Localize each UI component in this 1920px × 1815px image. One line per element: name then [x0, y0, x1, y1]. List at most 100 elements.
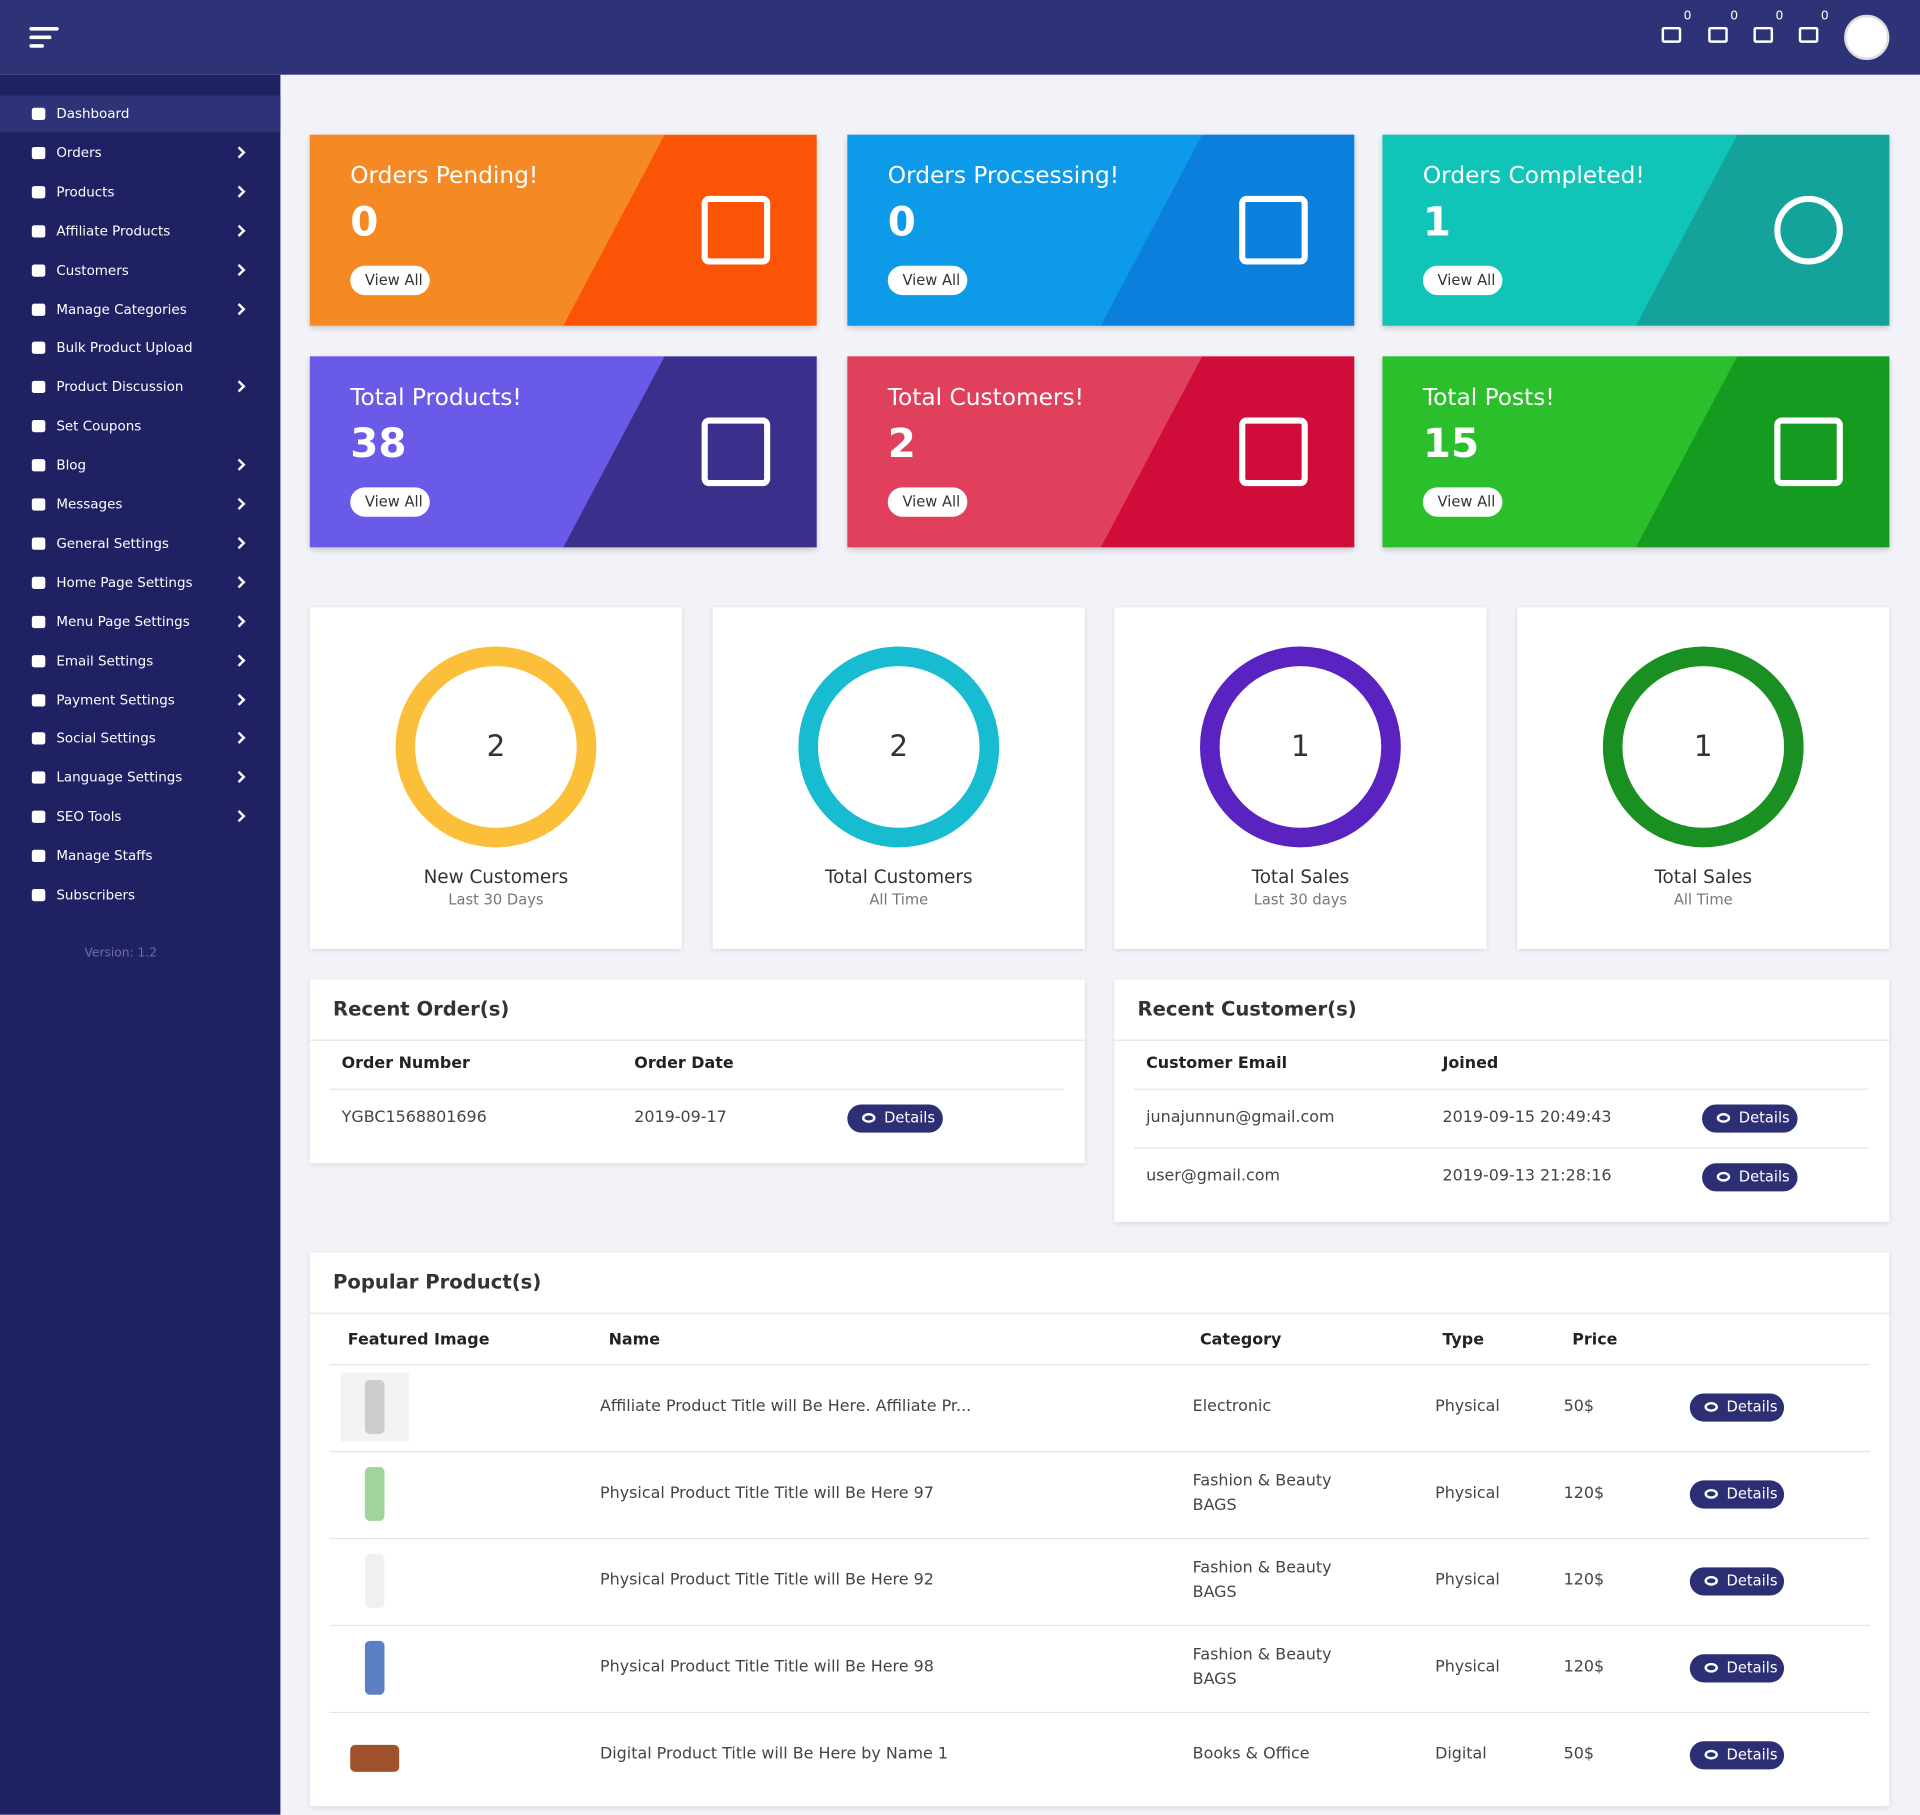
eye-icon — [1704, 1402, 1718, 1412]
menu-icon — [31, 498, 46, 511]
menu-item[interactable]: Social Settings — [56, 730, 156, 747]
section-title: Popular Product(s) — [333, 1270, 542, 1294]
divider — [329, 1364, 1870, 1366]
menu-toggle[interactable] — [29, 26, 59, 31]
button-label: Details — [1738, 1167, 1790, 1186]
card-value: 2 — [887, 419, 916, 467]
submenu-arrow — [233, 810, 246, 823]
details-button[interactable]: Details — [1702, 1104, 1798, 1133]
menu-item[interactable]: General Settings — [56, 535, 169, 552]
card-icon — [701, 195, 771, 265]
product-category: Books & Office — [1192, 1745, 1310, 1764]
button-label: Details — [1726, 1658, 1778, 1677]
menu-item[interactable]: Set Coupons — [56, 418, 142, 435]
menu-item[interactable]: Messages — [56, 496, 123, 513]
header-icon[interactable] — [1798, 26, 1819, 43]
divider — [329, 1088, 1065, 1090]
button-label: Details — [1726, 1745, 1778, 1764]
details-button[interactable]: Details — [847, 1104, 943, 1133]
menu-item[interactable]: Affiliate Products — [56, 222, 171, 239]
submenu-arrow — [233, 693, 246, 706]
divider — [1133, 1147, 1869, 1149]
menu-icon — [31, 615, 46, 628]
submenu-arrow — [233, 224, 246, 237]
submenu-arrow — [233, 536, 246, 549]
header-icon[interactable] — [1753, 26, 1774, 43]
product-image — [340, 1459, 409, 1529]
product-category: BAGS — [1192, 1670, 1237, 1689]
menu-item[interactable]: Email Settings — [56, 652, 154, 669]
summary-card: 2 New Customers Last 30 Days — [309, 607, 683, 949]
avatar[interactable] — [1844, 14, 1890, 61]
header-icon[interactable] — [1661, 26, 1682, 43]
view-all-button[interactable]: View All — [350, 265, 430, 296]
menu-item[interactable]: Manage Categories — [56, 301, 187, 318]
product-figure — [364, 1640, 385, 1695]
menu-item[interactable]: Subscribers — [56, 887, 136, 903]
menu-item[interactable]: Blog — [56, 457, 87, 474]
details-button[interactable]: Details — [1689, 1393, 1785, 1422]
menu-item[interactable]: Product Discussion — [56, 379, 184, 396]
card-period: All Time — [869, 891, 929, 909]
stat-card: Orders Completed! 1 View All — [1382, 134, 1890, 326]
details-button[interactable]: Details — [1689, 1480, 1785, 1509]
card-value: 1 — [1422, 197, 1451, 246]
product-category: Fashion & Beauty — [1192, 1559, 1332, 1578]
card-label: New Customers — [423, 865, 569, 888]
view-all-button[interactable]: View All — [887, 265, 968, 296]
details-button[interactable]: Details — [1689, 1654, 1785, 1683]
details-button[interactable]: Details — [1689, 1567, 1785, 1596]
menu-item[interactable]: Manage Staffs — [56, 847, 153, 864]
submenu-arrow — [233, 146, 246, 159]
product-type: Physical — [1435, 1571, 1500, 1590]
menu-item[interactable]: SEO Tools — [56, 808, 122, 825]
joined-date: 2019-09-13 21:28:16 — [1442, 1167, 1612, 1186]
divider — [329, 1537, 1870, 1540]
menu-icon — [31, 303, 46, 316]
menu-item[interactable]: Bulk Product Upload — [56, 340, 193, 357]
submenu-arrow — [233, 185, 246, 198]
column-header: Customer Email — [1146, 1054, 1288, 1073]
badge-count: 0 — [1683, 9, 1692, 24]
eye-icon — [1716, 1171, 1731, 1182]
stat-card: Total Customers! 2 View All — [847, 356, 1355, 548]
active-item — [0, 95, 281, 133]
details-button[interactable]: Details — [1689, 1741, 1785, 1770]
card-period: All Time — [1673, 891, 1733, 909]
menu-item[interactable]: Products — [56, 183, 115, 200]
menu-item[interactable]: Customers — [56, 262, 129, 278]
badge-count: 0 — [1775, 9, 1784, 24]
button-label: Details — [1726, 1485, 1778, 1503]
button-label: Details — [1726, 1572, 1778, 1590]
button-label: Details — [1726, 1398, 1778, 1416]
menu-item[interactable]: Orders — [56, 144, 102, 161]
view-all-button[interactable]: View All — [887, 487, 968, 517]
card-value: 38 — [350, 419, 407, 467]
menu-item[interactable]: Language Settings — [56, 769, 183, 786]
menu-item[interactable]: Dashboard — [56, 105, 130, 122]
menu-item[interactable]: Menu Page Settings — [56, 613, 190, 630]
product-type: Physical — [1435, 1658, 1500, 1677]
view-all-button[interactable]: View All — [1422, 265, 1503, 296]
button-label: Details — [1738, 1109, 1790, 1127]
joined-date: 2019-09-15 20:49:43 — [1442, 1108, 1612, 1127]
product-price: 120$ — [1563, 1484, 1605, 1503]
product-figure — [364, 1553, 385, 1608]
view-all-button[interactable]: View All — [350, 487, 430, 517]
product-name: Affiliate Product Title will Be Here. Af… — [600, 1397, 972, 1416]
view-all-button[interactable]: View All — [1422, 487, 1503, 517]
menu-icon — [31, 224, 46, 238]
menu-item[interactable]: Home Page Settings — [56, 574, 193, 591]
top-bar — [0, 0, 1920, 75]
header-icon[interactable] — [1708, 26, 1728, 43]
card-title: Total Customers! — [887, 384, 1084, 411]
menu-item[interactable]: Payment Settings — [56, 691, 175, 708]
card-value: 0 — [887, 197, 916, 246]
menu-icon — [31, 654, 46, 667]
stat-card: Orders Pending! 0 View All — [309, 134, 817, 326]
divider — [309, 1312, 1890, 1314]
details-button[interactable]: Details — [1702, 1163, 1798, 1192]
card-title: Orders Completed! — [1422, 162, 1645, 190]
